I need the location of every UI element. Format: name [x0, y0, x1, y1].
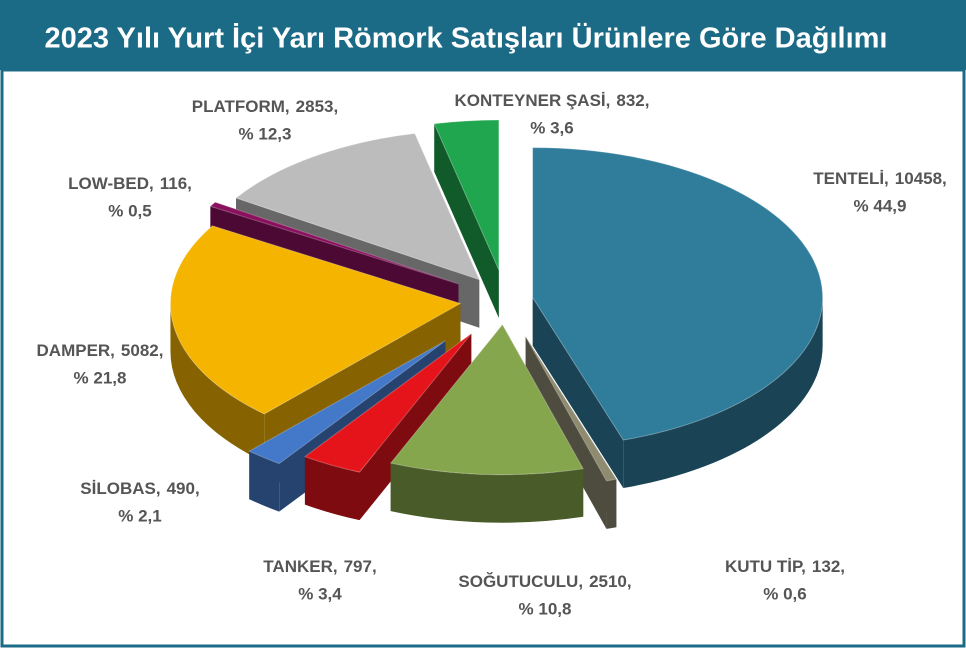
percent-label: % 10,8	[519, 599, 572, 618]
data-label: TANKER, 797,	[263, 557, 376, 576]
percent-label: % 3,6	[530, 118, 573, 137]
percent-label: % 3,4	[298, 584, 342, 603]
slice-side	[606, 479, 617, 529]
slice	[389, 323, 584, 523]
data-label: KUTU TİP, 132,	[725, 557, 845, 576]
slice-top	[433, 119, 500, 271]
slice-top	[234, 132, 481, 281]
data-label: TENTELİ, 10458,	[813, 169, 947, 188]
category-label: KUTU TİP,	[725, 557, 806, 576]
data-label: KONTEYNER ŞASİ, 832,	[455, 91, 650, 110]
data-label: PLATFORM, 2853,	[192, 97, 338, 116]
value-label: 490,	[167, 479, 200, 498]
value-label: 832,	[616, 91, 649, 110]
slice-top	[209, 201, 459, 285]
slice	[433, 119, 500, 318]
category-label: PLATFORM,	[192, 97, 290, 116]
percent-label: % 44,9	[854, 196, 907, 215]
percent-label: % 2,1	[118, 506, 161, 525]
category-label: TENTELİ,	[813, 169, 889, 188]
slice-top	[170, 225, 462, 415]
slice-side	[170, 303, 265, 462]
data-label: DAMPER, 5082,	[37, 341, 164, 360]
slice-side	[623, 297, 823, 489]
value-label: 132,	[812, 557, 845, 576]
slice-top	[248, 340, 446, 465]
data-label: SOĞUTUCULU, 2510,	[458, 572, 631, 591]
data-label: SİLOBAS, 490,	[80, 479, 199, 498]
category-label: KONTEYNER ŞASİ,	[455, 91, 611, 110]
category-label: LOW-BED,	[68, 174, 154, 193]
slice-wall	[532, 297, 624, 489]
percent-label: % 0,5	[108, 201, 151, 220]
slice	[525, 336, 618, 529]
value-label: 5082,	[121, 341, 164, 360]
slice-side	[304, 456, 360, 521]
slice-wall	[434, 123, 499, 318]
slice-side	[249, 451, 280, 512]
value-label: 2853,	[296, 97, 339, 116]
percent-label: % 0,6	[763, 584, 806, 603]
frame	[0, 68, 966, 648]
slice-top	[532, 147, 824, 441]
percent-label: % 12,3	[239, 124, 292, 143]
slice-wall	[525, 336, 607, 529]
slice	[532, 147, 824, 489]
title-bar	[0, 0, 966, 70]
slice-wall	[249, 340, 446, 500]
value-label: 10458,	[895, 169, 947, 188]
slice-top	[303, 333, 472, 473]
category-label: SİLOBAS,	[80, 479, 160, 498]
category-label: TANKER,	[263, 557, 337, 576]
value-label: 797,	[344, 557, 377, 576]
data-label: LOW-BED, 116,	[68, 174, 192, 193]
slice	[303, 333, 472, 521]
value-label: 116,	[160, 174, 192, 193]
slice-side	[390, 463, 584, 523]
percent-label: % 21,8	[74, 368, 127, 387]
slice-top	[389, 323, 584, 476]
category-label: DAMPER,	[37, 341, 115, 360]
chart-title: 2023 Yılı Yurt İçi Yarı Römork Satışları…	[45, 22, 888, 55]
slice-top	[525, 336, 618, 482]
category-label: SOĞUTUCULU,	[458, 572, 583, 591]
value-label: 2510,	[589, 572, 632, 591]
